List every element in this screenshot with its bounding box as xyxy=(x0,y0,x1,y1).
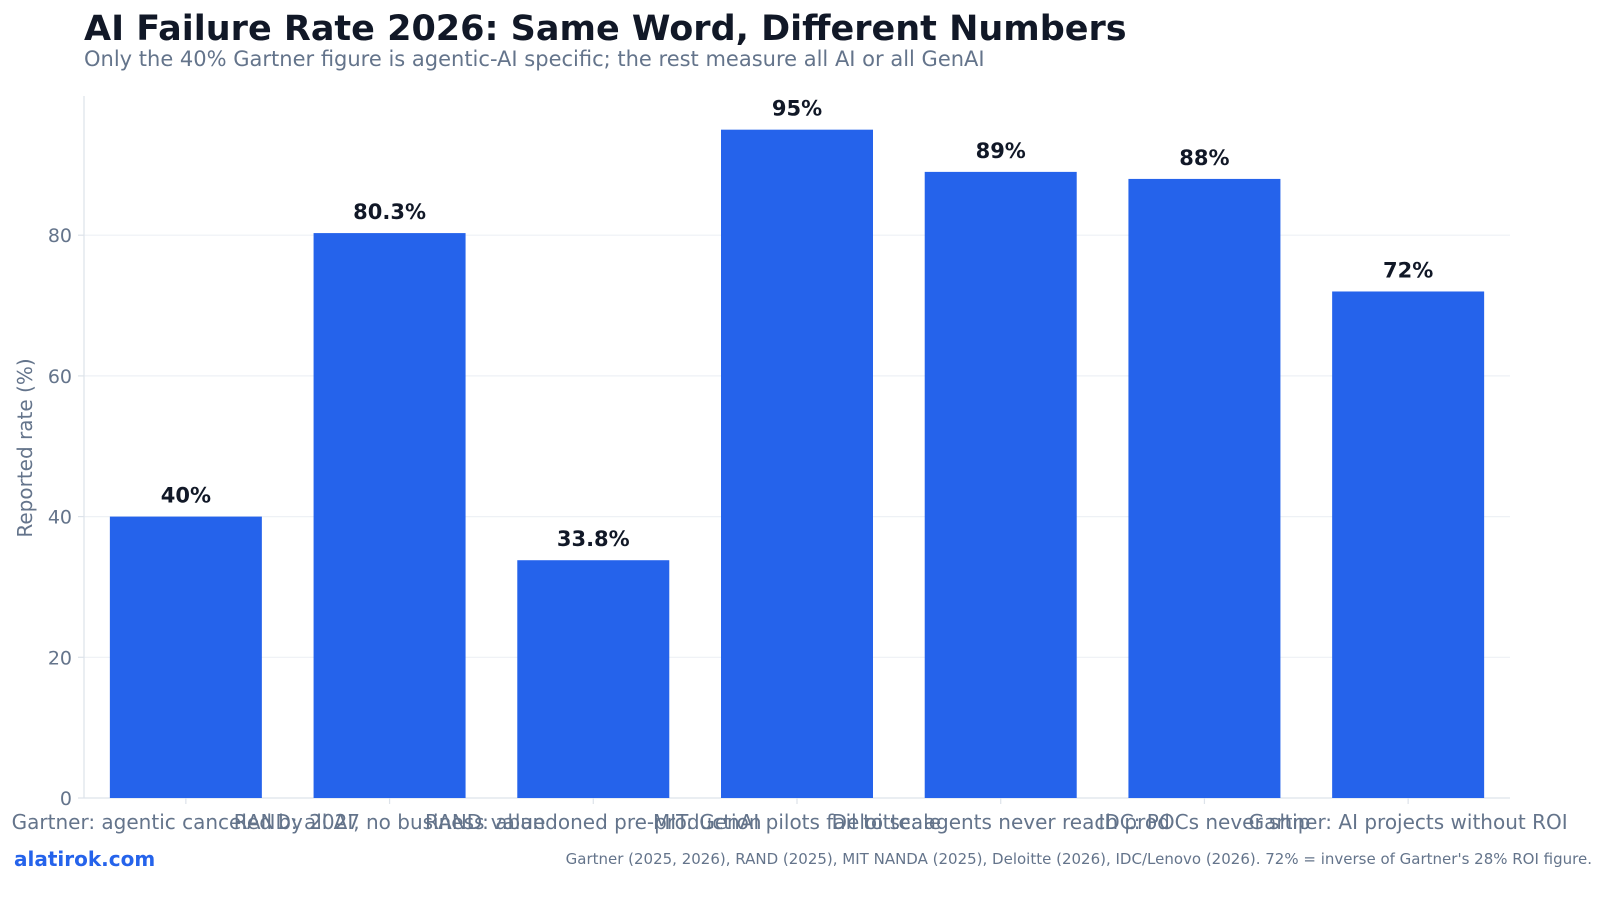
x-tick-label: MIT: GenAI pilots fail to scale xyxy=(653,810,941,834)
data-label: 89% xyxy=(976,139,1026,163)
data-label: 88% xyxy=(1179,146,1229,170)
data-label: 95% xyxy=(772,97,822,121)
y-tick-label: 60 xyxy=(48,366,72,388)
bar xyxy=(109,516,262,798)
data-labels: 40% 80.3% 33.8% 95% 89% 88% 72% xyxy=(161,97,1434,552)
bar xyxy=(313,233,466,799)
y-tick-labels: 0 20 40 60 80 xyxy=(48,225,72,810)
data-label: 33.8% xyxy=(557,527,630,551)
brand-link[interactable]: alatirok.com xyxy=(14,847,155,871)
chart-title: AI Failure Rate 2026: Same Word, Differe… xyxy=(84,9,1127,49)
x-tick-label: Gartner: AI projects without ROI xyxy=(1249,810,1568,834)
data-label: 40% xyxy=(161,484,211,508)
y-tick-label: 0 xyxy=(60,788,72,810)
x-tick-label: Deloitte: agents never reach prod xyxy=(832,810,1170,834)
x-tick-label: Gartner: agentic canceled by 2027 xyxy=(12,810,360,834)
source-note: Gartner (2025, 2026), RAND (2025), MIT N… xyxy=(566,850,1592,868)
bar xyxy=(1332,291,1485,798)
y-tick-label: 40 xyxy=(48,507,72,529)
x-tick-label: IDC: POCs never ship xyxy=(1098,810,1310,834)
data-label: 80.3% xyxy=(353,200,426,224)
x-tick-label: RAND: abandoned pre-production xyxy=(425,810,761,834)
bar xyxy=(721,129,873,799)
bar xyxy=(517,560,670,798)
bars xyxy=(109,129,1485,799)
bar xyxy=(1128,178,1281,799)
y-axis-label: Reported rate (%) xyxy=(13,358,37,537)
chart-subtitle: Only the 40% Gartner figure is agentic-A… xyxy=(84,47,985,71)
data-label: 72% xyxy=(1383,258,1433,282)
y-tick-label: 80 xyxy=(48,225,72,247)
bar xyxy=(924,171,1077,798)
x-tick-label: RAND: all AI, no business value xyxy=(234,810,546,834)
y-tick-label: 20 xyxy=(48,647,72,669)
